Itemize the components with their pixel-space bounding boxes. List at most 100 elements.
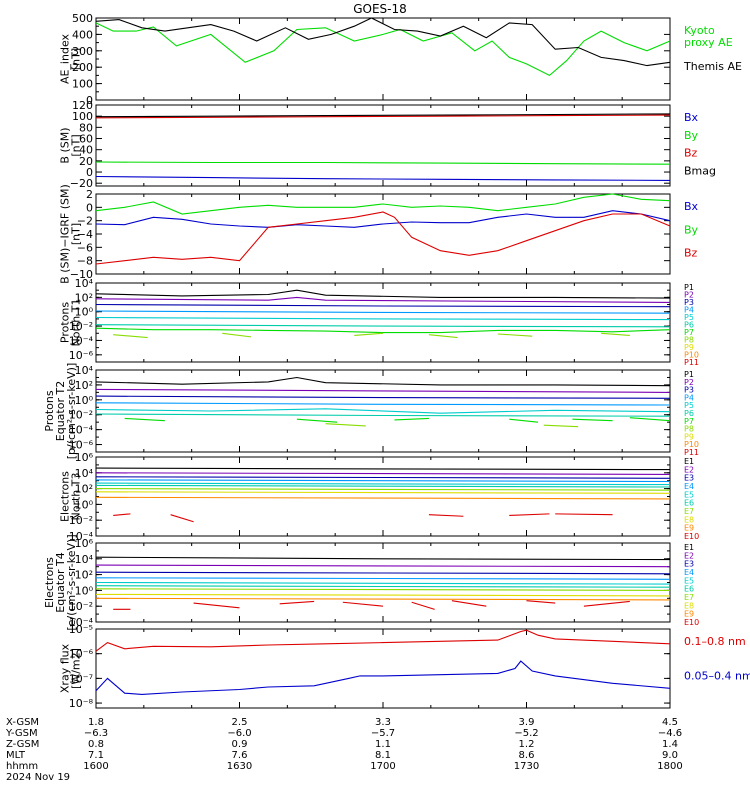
y-tick-label: 80 (79, 121, 93, 134)
legend-label-line: P4 (684, 393, 694, 402)
series-e8: E8 (95, 491, 694, 524)
legend-label-line: P6 (684, 321, 694, 330)
legend-label: P2 (684, 291, 694, 300)
series-e6: E6 (95, 484, 694, 508)
date-label: 2024 Nov 19 (6, 772, 70, 783)
legend-label-line: P5 (684, 401, 694, 410)
legend-label-line: By (684, 129, 699, 142)
x-row-value: −6.0 (227, 728, 251, 739)
legend-label: E6 (684, 499, 694, 508)
panel-frame (95, 17, 671, 101)
data-line (95, 211, 671, 265)
y-tick-label: 400 (72, 28, 93, 41)
y-tick-label: 10² (75, 379, 93, 392)
y-tick-label: −10 (70, 268, 93, 281)
y-tick-label: 10⁰ (75, 584, 94, 597)
legend-label-line: P6 (684, 409, 694, 418)
series-p7: P7 (124, 417, 694, 426)
y-axis-label: [nT] (70, 223, 83, 245)
y-axis-label: [nT] (70, 134, 83, 156)
series-themis-ae: Themis AE (95, 17, 742, 73)
y-tick-label: −4 (77, 228, 93, 241)
data-line (95, 161, 671, 165)
x-row-value: 1.1 (375, 739, 391, 750)
legend-label-line: P2 (684, 291, 694, 300)
data-line (95, 303, 671, 308)
series-e10: E10 (113, 600, 699, 627)
x-row-value: 1730 (514, 761, 539, 772)
legend-label-line: P7 (684, 328, 694, 337)
x-row-label: Y-GSM (5, 728, 38, 739)
legend-label-line: P10 (684, 440, 699, 449)
series-p7: P7 (95, 327, 694, 337)
legend-label-line: Bz (684, 247, 698, 260)
series-e3: E3 (95, 474, 694, 483)
data-segment (222, 332, 252, 338)
data-segment (325, 423, 366, 427)
x-axis-table: X-GSM 1.8 2.5 3.3 3.9 4.5 Y-GSM −6.3 −6.0 −5.7 −5.… (5, 717, 683, 783)
legend-label-line: E7 (684, 507, 694, 516)
legend-label-line: E2 (684, 551, 694, 560)
legend-label-line: Themis AE (683, 60, 742, 73)
y-tick-label: 0 (86, 166, 93, 179)
legend-label-line: E1 (684, 543, 694, 552)
legend-label-line: 0.05–0.4 nm (684, 670, 750, 683)
series-p2: P2 (95, 378, 694, 393)
y-axis-label: AE_index (59, 33, 72, 84)
y-axis-label: Protons (43, 390, 56, 431)
data-segment (526, 600, 556, 604)
series-p3: P3 (95, 298, 694, 308)
data-line (95, 402, 671, 406)
data-line (95, 193, 671, 215)
y-tick-label: 60 (79, 133, 93, 146)
series-p4: P4 (95, 393, 694, 406)
legend-label: E8 (684, 601, 694, 610)
y-tick-label: 100 (72, 110, 93, 123)
panel-xray: 10⁻⁵ 10⁻⁶ 10⁻⁷ 10⁻⁸ Xray flux[W/m2] 0.1–0.8 n… (59, 623, 750, 710)
series-p1: P1 (95, 283, 694, 299)
series-e9: E9 (95, 496, 694, 533)
legend-label: P11 (684, 448, 699, 457)
data-line (95, 491, 671, 494)
data-line (95, 476, 671, 479)
legend-label: E3 (684, 474, 694, 483)
data-segment (497, 333, 533, 337)
y-tick-label: 10⁰ (75, 498, 94, 511)
legend-label: E9 (684, 610, 694, 619)
legend-label-line: Bz (684, 147, 698, 160)
legend-label: Themis AE (683, 60, 742, 73)
legend-label-line: E5 (684, 490, 694, 499)
x-row-value: 9.0 (662, 750, 678, 761)
legend-label-line: P9 (684, 343, 694, 352)
data-line (95, 577, 671, 580)
legend-label: E8 (684, 515, 694, 524)
series-e5: E5 (95, 576, 694, 585)
series-p4: P4 (95, 306, 694, 315)
series-p11: P11 (684, 448, 699, 457)
data-segment (113, 334, 148, 339)
y-tick-label: 10⁻⁴ (69, 616, 94, 629)
legend-label: E2 (684, 465, 694, 474)
series-0-05-0-4-nm: 0.05–0.4 nm (95, 660, 750, 695)
y-tick-label: 0 (86, 94, 93, 107)
y-tick-label: 10⁶ (75, 451, 94, 464)
data-segment (509, 513, 550, 517)
y-axis-label: Electrons (59, 471, 72, 522)
y-axis-label: Protons (59, 302, 72, 343)
legend-label-line: E4 (684, 568, 694, 577)
legend-label-line: E5 (684, 576, 694, 585)
legend-label-line: P5 (684, 313, 694, 322)
y-axis-label: Xray flux (59, 643, 72, 693)
data-segment (451, 600, 487, 607)
legend-label-line: P8 (684, 425, 694, 434)
data-segment (583, 600, 630, 607)
y-tick-label: 10⁴ (75, 277, 94, 290)
x-row-label: MLT (6, 750, 26, 761)
legend-label-line: P1 (684, 283, 694, 292)
data-segment (124, 417, 165, 422)
x-row-value: 2.5 (232, 717, 248, 728)
legend-label: P8 (684, 336, 694, 345)
legend-label-line: P7 (684, 417, 694, 426)
